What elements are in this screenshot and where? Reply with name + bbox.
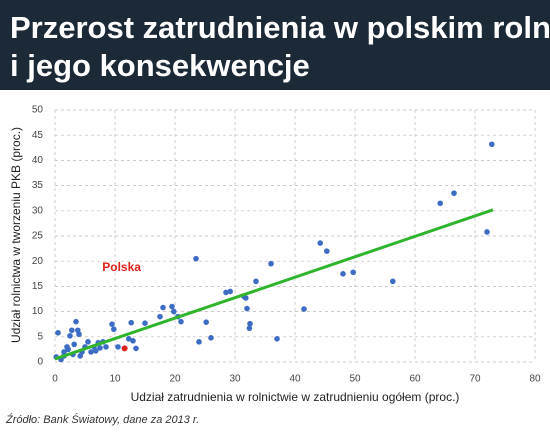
source: Źródło: Bank Światowy, dane za 2013 r. xyxy=(5,413,199,426)
highlight-label: Polska xyxy=(102,260,141,274)
point xyxy=(109,321,115,328)
highlight-point xyxy=(121,345,128,352)
point xyxy=(223,289,229,296)
y-tick-label: 10 xyxy=(32,306,44,317)
x-tick-label: 20 xyxy=(169,374,181,385)
point xyxy=(203,319,209,325)
point xyxy=(130,338,136,344)
point xyxy=(246,325,253,332)
point xyxy=(451,190,457,196)
point xyxy=(489,141,495,148)
x-tick-label: 50 xyxy=(349,374,361,385)
x-tick-label: 30 xyxy=(229,374,241,385)
point xyxy=(126,336,132,342)
y-tick-label: 45 xyxy=(32,130,44,141)
point xyxy=(196,339,202,345)
point xyxy=(193,255,199,262)
point xyxy=(178,318,184,325)
point xyxy=(350,269,357,276)
y-tick-label: 20 xyxy=(32,256,44,267)
point xyxy=(274,336,280,342)
point xyxy=(390,278,396,285)
point xyxy=(77,353,83,359)
point xyxy=(85,339,91,345)
point xyxy=(208,335,214,341)
x-tick-label: 80 xyxy=(529,374,541,385)
point xyxy=(253,278,259,285)
x-tick-label: 60 xyxy=(409,374,421,385)
point xyxy=(301,306,307,312)
point xyxy=(111,326,117,333)
y-tick-label: 25 xyxy=(32,231,44,242)
y-tick-label: 30 xyxy=(32,205,44,216)
y-tick-label: 15 xyxy=(32,281,44,292)
point xyxy=(160,304,166,311)
point xyxy=(324,248,330,254)
point xyxy=(157,313,163,320)
point xyxy=(340,271,346,277)
point xyxy=(268,260,274,267)
x-tick-label: 70 xyxy=(469,374,481,385)
point xyxy=(243,295,249,301)
point xyxy=(115,344,121,350)
point xyxy=(88,349,94,355)
point xyxy=(171,308,177,315)
point xyxy=(317,240,324,246)
point xyxy=(61,349,67,355)
y-tick-label: 35 xyxy=(32,180,44,191)
point xyxy=(97,345,103,351)
point xyxy=(247,320,253,327)
point xyxy=(67,332,73,339)
point xyxy=(55,329,61,336)
point xyxy=(128,319,134,326)
point xyxy=(93,348,99,354)
point xyxy=(484,229,490,235)
y-tick-label: 0 xyxy=(37,357,43,368)
point xyxy=(71,341,77,348)
x-tick-label: 10 xyxy=(109,374,121,385)
title-band xyxy=(0,0,550,90)
y-tick-label: 40 xyxy=(32,155,44,166)
point xyxy=(69,327,75,334)
point xyxy=(65,346,71,353)
point xyxy=(244,305,250,312)
x-tick-label: 40 xyxy=(289,374,301,385)
point xyxy=(169,303,175,310)
y-axis-label: Udział rolnictwa w tworzeniu PKB (proc.) xyxy=(9,127,23,343)
point xyxy=(142,320,148,326)
point xyxy=(73,318,79,325)
point xyxy=(227,288,233,295)
point xyxy=(103,344,109,350)
x-tick-label: 0 xyxy=(52,374,58,385)
trend-line xyxy=(54,208,494,361)
point xyxy=(75,327,81,334)
point xyxy=(133,345,139,352)
y-tick-label: 5 xyxy=(37,331,43,342)
y-tick-label: 50 xyxy=(32,105,44,116)
chart-title: Przerost zatrudnienia w polskim rolnictw… xyxy=(10,10,550,83)
x-axis-label: Udział zatrudnienia w rolnictwie w zatru… xyxy=(131,390,460,404)
point xyxy=(437,200,444,207)
